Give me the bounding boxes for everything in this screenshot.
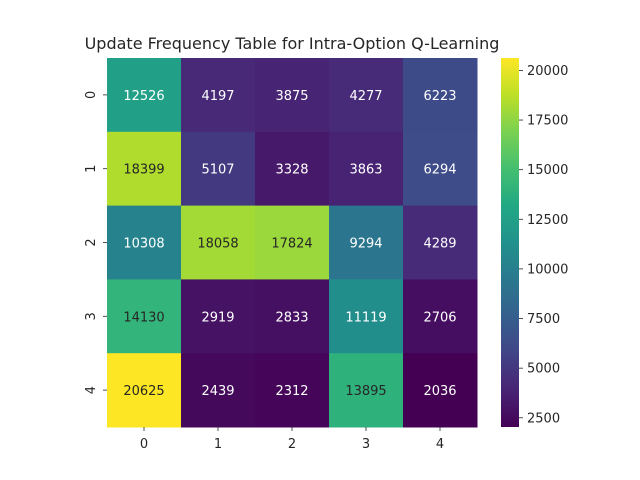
colorbar-tick-label: 15000 (527, 163, 568, 178)
cell-value-label: 9294 (349, 237, 382, 252)
heatmap-cell (329, 131, 404, 207)
cell-value-label: 4289 (423, 237, 456, 252)
heatmap-cell (255, 131, 330, 207)
colorbar-tick-label: 2500 (527, 411, 560, 426)
colorbar-tick-label: 7500 (527, 312, 560, 327)
cell-value-label: 5107 (201, 163, 234, 178)
heatmap-cell (181, 353, 256, 428)
cell-value-label: 2919 (201, 310, 234, 325)
cell-value-label: 12526 (123, 89, 164, 104)
cell-value-label: 17824 (271, 237, 312, 252)
cell-value-label: 13895 (345, 384, 386, 399)
y-tick-label: 2 (84, 238, 99, 246)
heatmap-cell (255, 279, 330, 354)
heatmap-cell (181, 131, 256, 207)
cell-value-label: 2833 (275, 310, 308, 325)
colorbar (501, 58, 519, 427)
colorbar-tick-label: 10000 (527, 262, 568, 277)
cell-value-label: 18058 (197, 237, 238, 252)
x-axis: 0 1 2 3 4 (140, 427, 444, 452)
cell-value-label: 20625 (123, 384, 164, 399)
heatmap-cell (329, 279, 404, 354)
x-tick-label: 4 (436, 437, 444, 452)
heatmap-cell (403, 131, 478, 207)
chart-title: Update Frequency Table for Intra-Option … (85, 34, 500, 53)
heatmap-cell (107, 205, 182, 280)
cell-value-label: 2706 (423, 310, 456, 325)
heatmap-cell (255, 58, 330, 133)
cell-value-label: 18399 (123, 163, 164, 178)
x-tick-label: 1 (214, 437, 222, 452)
cell-value-label: 2036 (423, 384, 456, 399)
heatmap-cell (329, 205, 404, 280)
cell-value-label: 3863 (349, 163, 382, 178)
cell-value-label: 14130 (123, 310, 164, 325)
cell-value-label: 4197 (201, 89, 234, 104)
heatmap-cell (107, 353, 182, 428)
heatmap-cell (403, 205, 478, 280)
heatmap-cell (255, 205, 330, 280)
colorbar-tick-label: 12500 (527, 213, 568, 228)
y-axis: 0 1 2 3 4 (84, 91, 107, 394)
cell-value-label: 3875 (275, 89, 308, 104)
heatmap-cell (181, 279, 256, 354)
heatmap-cell (181, 205, 256, 280)
colorbar-tick-label: 5000 (527, 362, 560, 377)
y-tick-label: 1 (84, 165, 99, 173)
cell-value-label: 6223 (423, 89, 456, 104)
heatmap-cell (107, 131, 182, 207)
cell-value-label: 2439 (201, 384, 234, 399)
heatmap-cells: 12526 4197 3875 4277 6223 18399 5107 3328 3863 62… (107, 58, 478, 428)
x-tick-label: 3 (362, 437, 370, 452)
heatmap-cell (403, 279, 478, 354)
y-tick-label: 0 (84, 91, 99, 99)
cell-value-label: 3328 (275, 163, 308, 178)
heatmap-cell (255, 353, 330, 428)
heatmap-cell (107, 279, 182, 354)
heatmap-cell (403, 58, 478, 133)
cell-value-label: 6294 (423, 163, 456, 178)
heatmap-cell (329, 353, 404, 428)
colorbar-tick-label: 20000 (527, 64, 568, 79)
cell-value-label: 10308 (123, 237, 164, 252)
colorbar-tick-label: 17500 (527, 114, 568, 129)
x-tick-label: 2 (288, 437, 296, 452)
y-tick-label: 4 (84, 386, 99, 394)
cell-value-label: 2312 (275, 384, 308, 399)
colorbar-axis: 2500 5000 7500 10000 12500 15000 17500 20000 (519, 64, 568, 426)
cell-value-label: 11119 (345, 310, 386, 325)
heatmap-cell (181, 58, 256, 133)
heatmap-cell (403, 353, 478, 428)
cell-value-label: 4277 (349, 89, 382, 104)
heatmap-cell (329, 58, 404, 133)
y-tick-label: 3 (84, 312, 99, 320)
x-tick-label: 0 (140, 437, 148, 452)
heatmap-cell (107, 58, 182, 133)
